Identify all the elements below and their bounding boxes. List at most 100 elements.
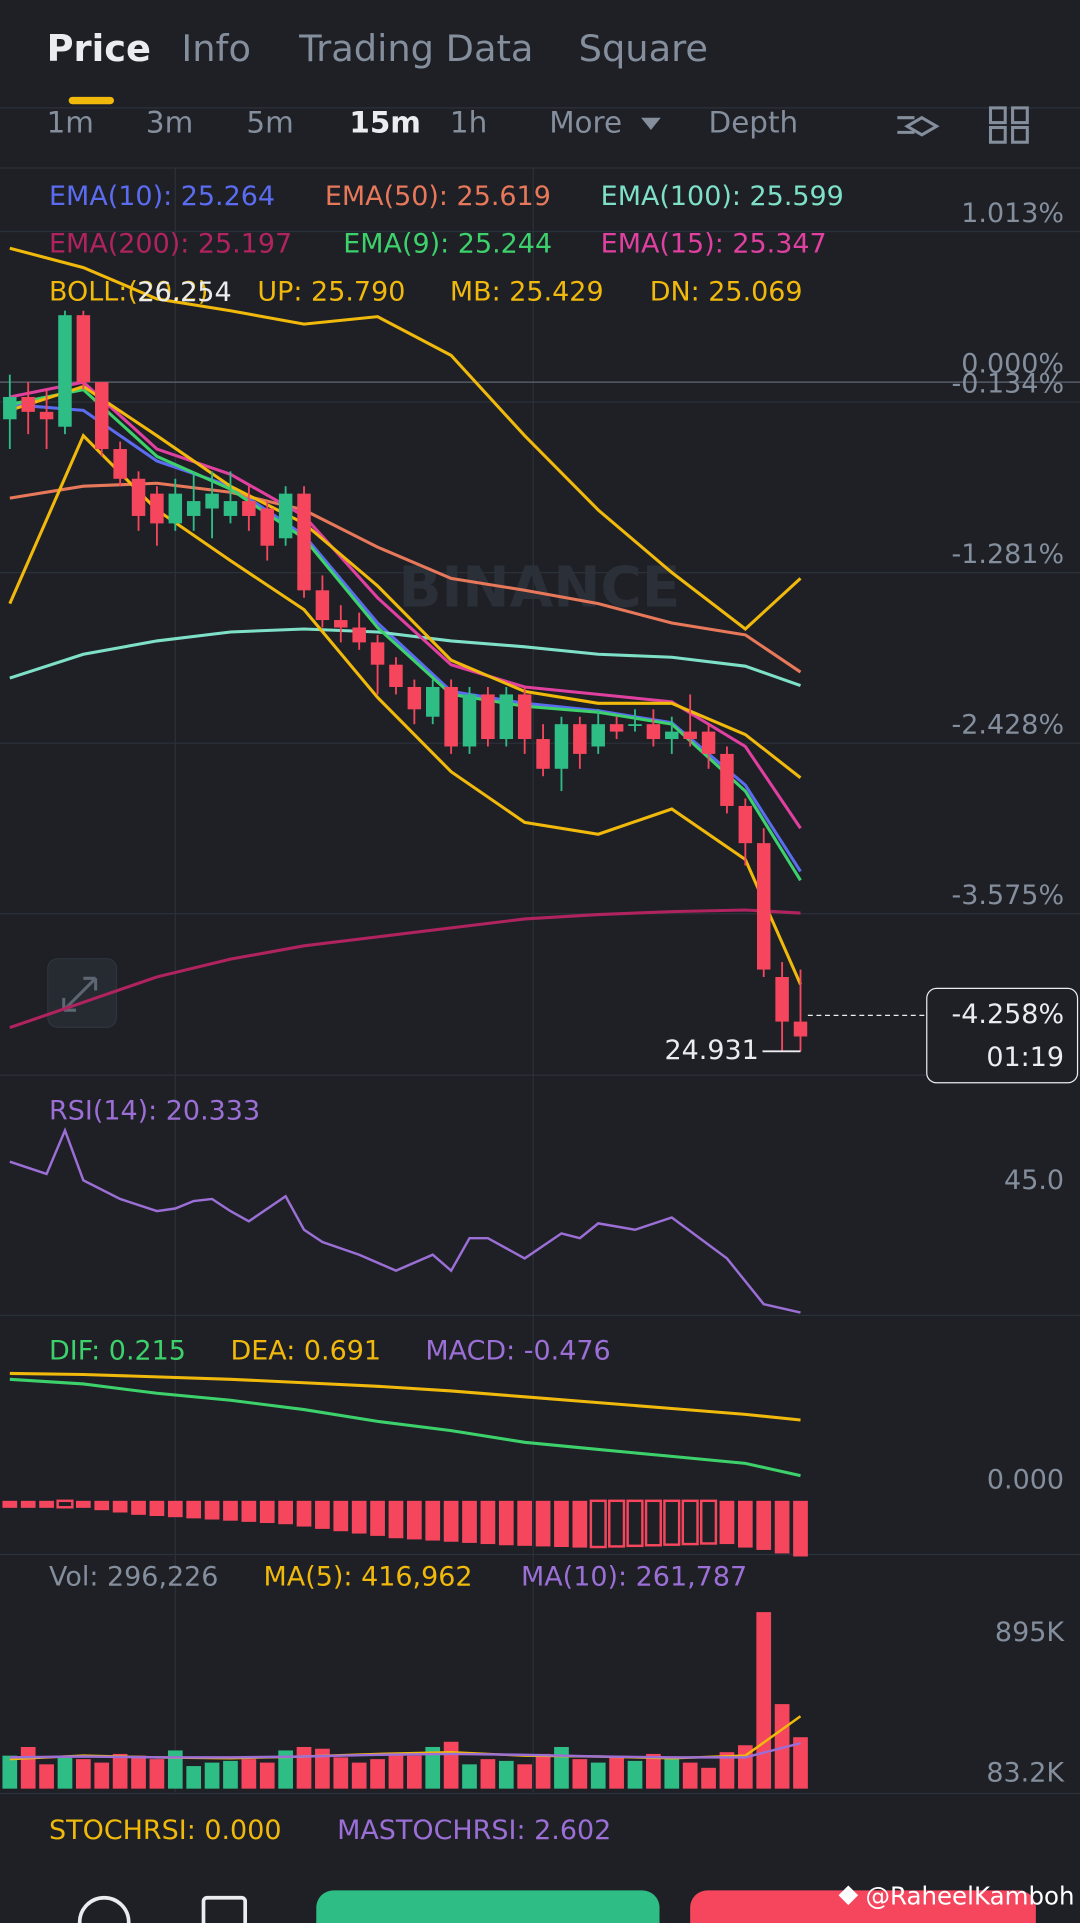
candle-body — [628, 724, 642, 727]
dropdown-icon[interactable] — [641, 117, 661, 130]
macd-bar — [112, 1500, 128, 1513]
tab-indicator — [68, 96, 115, 105]
volume-bar — [351, 1762, 367, 1789]
candle-body — [150, 493, 164, 524]
macd-bar — [517, 1500, 533, 1546]
legend-entry: MB: 25.429 — [450, 276, 604, 307]
candle-body — [76, 315, 91, 383]
candle-body — [278, 493, 293, 539]
tab[interactable]: Square — [579, 27, 708, 70]
volume-bar — [2, 1755, 18, 1789]
candle-body — [389, 664, 403, 687]
macd-bar — [793, 1500, 808, 1557]
volume-bar — [609, 1757, 624, 1789]
macd-bar — [204, 1500, 220, 1520]
volume-bar — [149, 1759, 165, 1789]
interval[interactable]: 1m — [47, 105, 94, 139]
volume-bar — [572, 1759, 588, 1789]
volume-bar — [590, 1762, 606, 1789]
toolbar-icons[interactable] — [897, 106, 1029, 144]
volume-bar — [535, 1753, 551, 1789]
y-tick-label: -3.575% — [952, 880, 1064, 911]
candle-body — [425, 686, 440, 717]
legend-entry: UP: 25.790 — [257, 276, 405, 307]
macd-line — [9, 1371, 801, 1422]
volume-bar — [259, 1762, 275, 1789]
low-label: 24.931 — [665, 1035, 759, 1066]
macd-bar — [535, 1500, 551, 1547]
candle-body — [39, 411, 54, 420]
volume-bar — [131, 1755, 146, 1789]
y-tick-label: 895K — [995, 1617, 1065, 1648]
candle-body — [334, 620, 348, 628]
interval[interactable]: Depth — [709, 105, 799, 139]
volume-bar — [756, 1612, 772, 1789]
interval[interactable]: More — [549, 105, 622, 139]
candle-body — [536, 739, 550, 769]
macd-bar — [425, 1500, 441, 1541]
candle-body — [665, 731, 679, 740]
candle-body — [370, 642, 385, 665]
macd-bar — [388, 1500, 404, 1539]
countdown: 01:19 — [986, 1042, 1064, 1073]
interval[interactable]: 5m — [246, 105, 293, 139]
volume-bar — [20, 1746, 36, 1789]
interval[interactable]: 15m — [349, 105, 421, 139]
macd-bar — [296, 1500, 312, 1527]
tab[interactable]: Trading Data — [298, 27, 533, 70]
watermark: @RaheelKamboh — [865, 1882, 1074, 1911]
tab[interactable]: Price — [47, 27, 151, 70]
macd-bar — [756, 1500, 772, 1550]
volume-bar — [186, 1766, 202, 1789]
high-label: 26.254 — [137, 277, 231, 308]
volume-bar — [167, 1750, 183, 1789]
macd-bar — [443, 1500, 459, 1542]
candle-body — [58, 315, 72, 427]
macd-bar — [681, 1499, 699, 1546]
y-tick-label: 0.000% — [961, 348, 1064, 379]
candle-body — [499, 694, 514, 740]
macd-bar — [608, 1499, 626, 1548]
macd-bar — [737, 1500, 753, 1548]
macd-bar — [774, 1500, 790, 1554]
macd-bar — [223, 1500, 238, 1521]
rsi-line — [9, 1127, 801, 1314]
volume-bar — [388, 1753, 404, 1789]
macd-bar — [259, 1500, 275, 1524]
candle-body — [205, 493, 219, 509]
interval[interactable]: 3m — [146, 105, 193, 139]
legend-entry: MA(5): 416,962 — [264, 1561, 473, 1592]
volume-bar — [443, 1741, 459, 1789]
macd-bar — [554, 1500, 569, 1547]
candle-body — [517, 694, 532, 740]
candle-body — [462, 694, 477, 747]
volume-bar — [333, 1757, 349, 1789]
macd-bar — [149, 1500, 165, 1517]
candle-body — [297, 493, 311, 591]
volume-ma-line — [9, 1741, 801, 1759]
macd-bar — [699, 1499, 718, 1545]
candle-body — [352, 627, 366, 643]
tab[interactable]: Info — [181, 27, 251, 70]
candle-body — [573, 724, 587, 754]
interval[interactable]: 1h — [450, 105, 487, 139]
bottom-nav[interactable] — [77, 1890, 1036, 1923]
volume-bar — [112, 1753, 128, 1789]
indicator-line — [9, 908, 801, 1030]
candle-body — [683, 731, 697, 740]
volume-bar — [370, 1759, 385, 1789]
legend-entry: BOLL:(20,2) — [49, 276, 208, 307]
candle-body — [701, 731, 716, 754]
volume-bar — [793, 1737, 808, 1789]
macd-bar — [333, 1500, 349, 1532]
volume-bar — [682, 1762, 698, 1789]
legend-entry: Vol: 296,226 — [49, 1561, 218, 1592]
macd-bar — [480, 1500, 496, 1545]
legend-entry: MA(10): 261,787 — [521, 1561, 747, 1592]
candle-body — [720, 753, 734, 806]
legend-entry: MACD: -0.476 — [425, 1336, 610, 1367]
macd-bar — [56, 1499, 74, 1509]
volume-bar — [278, 1750, 293, 1789]
macd-bar — [462, 1500, 477, 1543]
